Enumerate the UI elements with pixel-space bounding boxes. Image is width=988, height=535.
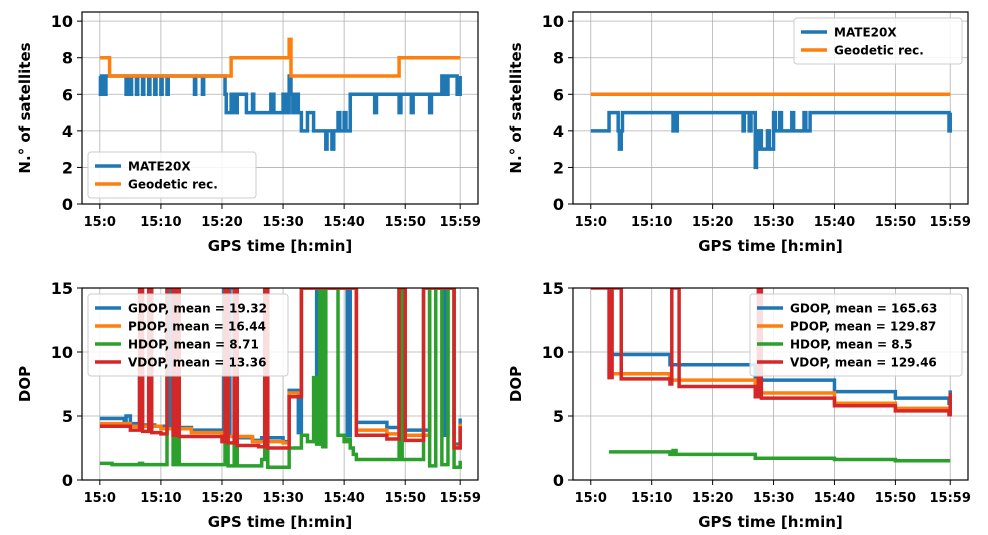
legend-box — [793, 17, 963, 65]
x-tick-label: 15:20 — [201, 215, 242, 230]
legend-entry: GDOP, mean = 165.63 — [790, 302, 937, 316]
legend-box — [87, 293, 289, 377]
series-line-1 — [590, 110, 952, 170]
x-tick-label: 15:0 — [575, 215, 607, 230]
x-tick-label: 15:50 — [875, 491, 916, 506]
y-axis-label: N.° of satellites — [507, 42, 525, 173]
x-tick-label: 15:50 — [875, 215, 916, 230]
y-tick-label: 10 — [51, 343, 73, 362]
y-tick-label: 5 — [553, 407, 564, 426]
axes-frame — [572, 287, 969, 481]
legend-box — [749, 293, 963, 377]
x-axis-label: GPS time [h:min] — [208, 237, 353, 255]
panel-dop-first: 15:0 15:10 15:20 15:30 15:40 15:50 15:59 0 5 10 15… — [16, 279, 481, 531]
y-tick-label: 4 — [62, 122, 73, 141]
x-axis-label: GPS time [h:min] — [208, 513, 353, 531]
y-tick-label: 0 — [62, 471, 73, 490]
x-axis-label: GPS time [h:min] — [698, 513, 843, 531]
x-tick-label: 15:20 — [201, 491, 242, 506]
y-axis-label: DOP — [16, 366, 34, 402]
y-tick-label: 8 — [62, 49, 73, 68]
x-tick-label: 15:59 — [930, 491, 971, 506]
y-tick-label: 2 — [62, 158, 73, 177]
x-tick-label: 15:59 — [439, 215, 480, 230]
series-line-3 — [99, 288, 462, 469]
y-tick-label: 10 — [542, 12, 564, 31]
x-tick-label: 15:40 — [814, 491, 855, 506]
x-axis-label: GPS time [h:min] — [698, 237, 843, 255]
x-tick-label: 15:59 — [930, 215, 971, 230]
legend-box — [87, 151, 257, 199]
y-tick-label: 5 — [62, 407, 73, 426]
legend: MATE20X Geodetic rec. — [87, 151, 257, 199]
y-tick-label: 2 — [553, 158, 564, 177]
x-tick-label: 15:40 — [323, 215, 364, 230]
y-tick-label: 6 — [62, 85, 73, 104]
x-tick-label: 15:10 — [631, 215, 672, 230]
legend-entry: PDOP, mean = 16.44 — [128, 320, 266, 334]
legend-entry: MATE20X — [128, 160, 191, 174]
y-tick-label: 10 — [542, 343, 564, 362]
x-tick-label: 15:30 — [753, 215, 794, 230]
x-tick-label: 15:0 — [84, 215, 116, 230]
x-tick-label: 15:50 — [385, 215, 426, 230]
y-tick-label: 0 — [62, 195, 73, 214]
y-axis-label: N.° of satellites — [16, 42, 34, 173]
panel-satellites-second: 15:0 15:10 15:20 15:30 15:40 15:50 15:59 0 2 4 6 8 1… — [507, 11, 971, 255]
x-tick-label: 15:30 — [753, 491, 794, 506]
y-tick-label: 10 — [51, 12, 73, 31]
x-tick-label: 15:20 — [692, 491, 733, 506]
axes-frame — [81, 11, 479, 205]
x-tick-label: 15:20 — [692, 215, 733, 230]
series-line-1 — [98, 74, 462, 151]
legend-entry: HDOP, mean = 8.5 — [790, 338, 912, 352]
x-tick-label: 15:0 — [84, 491, 116, 506]
x-tick-label: 15:10 — [631, 491, 672, 506]
legend-entry: VDOP, mean = 129.46 — [790, 356, 937, 370]
legend-entry: PDOP, mean = 129.87 — [790, 320, 936, 334]
legend: GDOP, mean = 19.32 PDOP, mean = 16.44 HDOP… — [87, 293, 289, 377]
y-tick-label: 15 — [542, 279, 564, 298]
x-tick-label: 15:10 — [140, 491, 181, 506]
x-tick-label: 15:40 — [323, 491, 364, 506]
x-tick-label: 15:59 — [439, 491, 480, 506]
x-tick-label: 15:40 — [814, 215, 855, 230]
legend: GDOP, mean = 165.63 PDOP, mean = 129.87 HD… — [749, 293, 963, 377]
x-tick-label: 15:10 — [140, 215, 181, 230]
y-tick-label: 0 — [553, 471, 564, 490]
y-tick-label: 8 — [553, 49, 564, 68]
y-tick-label: 4 — [553, 122, 564, 141]
y-tick-label: 15 — [51, 279, 73, 298]
legend-entry: HDOP, mean = 8.71 — [128, 338, 259, 352]
legend-entry: MATE20X — [834, 26, 897, 40]
legend-entry: VDOP, mean = 13.36 — [128, 356, 266, 370]
axes-frame — [81, 287, 479, 481]
series-line-4 — [99, 288, 462, 450]
y-tick-label: 0 — [553, 195, 564, 214]
legend-entry: Geodetic rec. — [834, 44, 924, 58]
y-tick-label: 6 — [553, 85, 564, 104]
legend: MATE20X Geodetic rec. — [793, 17, 963, 65]
panel-satellites-mate20x: 15:0 15:10 15:20 15:30 15:40 15:50 15:59 0 2 4 6 8 1… — [16, 11, 481, 255]
series-line-3 — [609, 448, 951, 463]
panel-dop-second: 15:0 15:10 15:20 15:30 15:40 15:50 15:59 0 5 10 15… — [507, 279, 971, 531]
x-tick-label: 15:50 — [385, 491, 426, 506]
series-line-2 — [99, 37, 461, 78]
x-tick-label: 15:30 — [262, 491, 303, 506]
y-axis-label: DOP — [507, 366, 525, 402]
legend-entry: GDOP, mean = 19.32 — [128, 302, 267, 316]
x-tick-label: 15:30 — [262, 215, 303, 230]
series-line-4 — [590, 288, 952, 417]
x-tick-label: 15:0 — [575, 491, 607, 506]
legend-entry: Geodetic rec. — [128, 178, 218, 192]
axes-frame — [572, 11, 969, 205]
